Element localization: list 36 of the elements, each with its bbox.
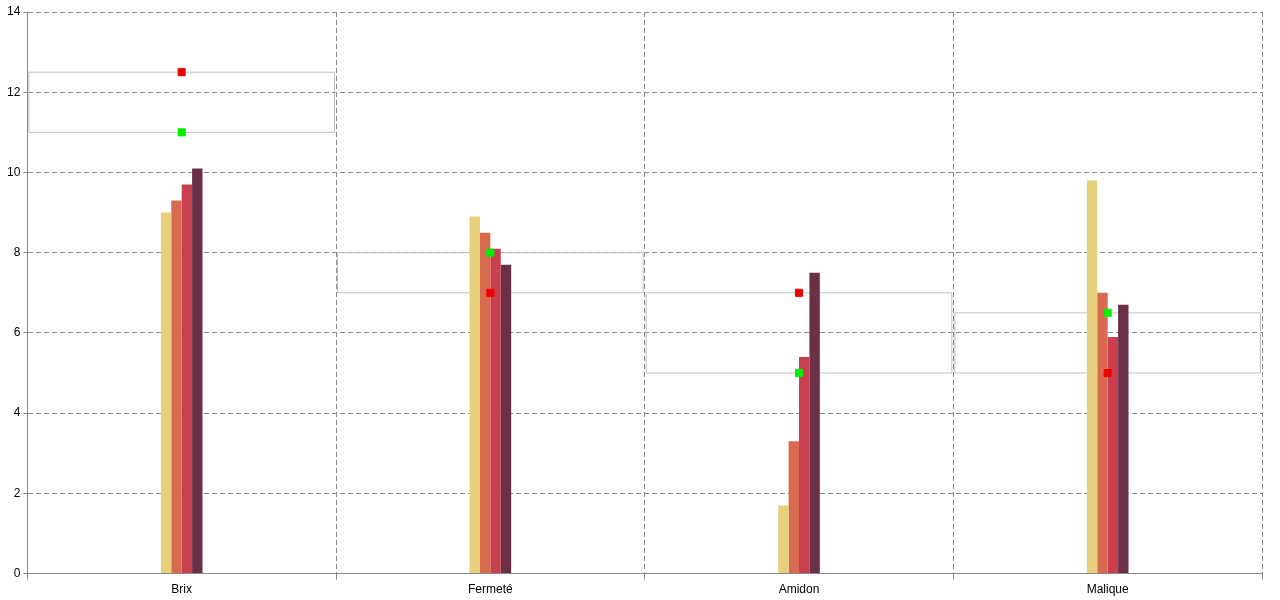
point (1103, 308, 1112, 317)
point (1103, 368, 1112, 378)
bar (778, 505, 789, 574)
x-tick-label: Brix (171, 582, 193, 597)
bar (479, 232, 491, 574)
bar (1097, 292, 1108, 574)
y-tick-label: 6 (13, 325, 21, 340)
bar (171, 200, 182, 574)
point (794, 368, 804, 378)
bar (469, 216, 480, 574)
point (794, 288, 804, 297)
bar (799, 356, 810, 574)
bar (1118, 304, 1129, 574)
bar (192, 168, 203, 574)
y-tick-label: 12 (6, 84, 21, 99)
x-tick-label: Amidon (778, 582, 820, 597)
bar (490, 248, 501, 574)
x-tick-label: Fermeté (468, 582, 513, 597)
point (177, 128, 186, 137)
bar (1086, 180, 1098, 574)
y-tick-label: 2 (13, 485, 21, 500)
y-tick-label: 8 (13, 245, 21, 259)
bar (1107, 336, 1119, 574)
y-tick-label: 14 (6, 4, 21, 19)
y-tick-label: 4 (13, 405, 21, 420)
point (486, 248, 495, 257)
bar (788, 441, 800, 574)
y-tick-label: 0 (13, 565, 21, 580)
point (486, 288, 495, 297)
x-tick-label: Malique (1086, 582, 1129, 597)
bar (809, 272, 820, 574)
bar (181, 184, 193, 574)
bar (500, 264, 512, 574)
bar (160, 212, 172, 574)
point (177, 68, 186, 77)
y-tick-label: 10 (6, 164, 21, 179)
